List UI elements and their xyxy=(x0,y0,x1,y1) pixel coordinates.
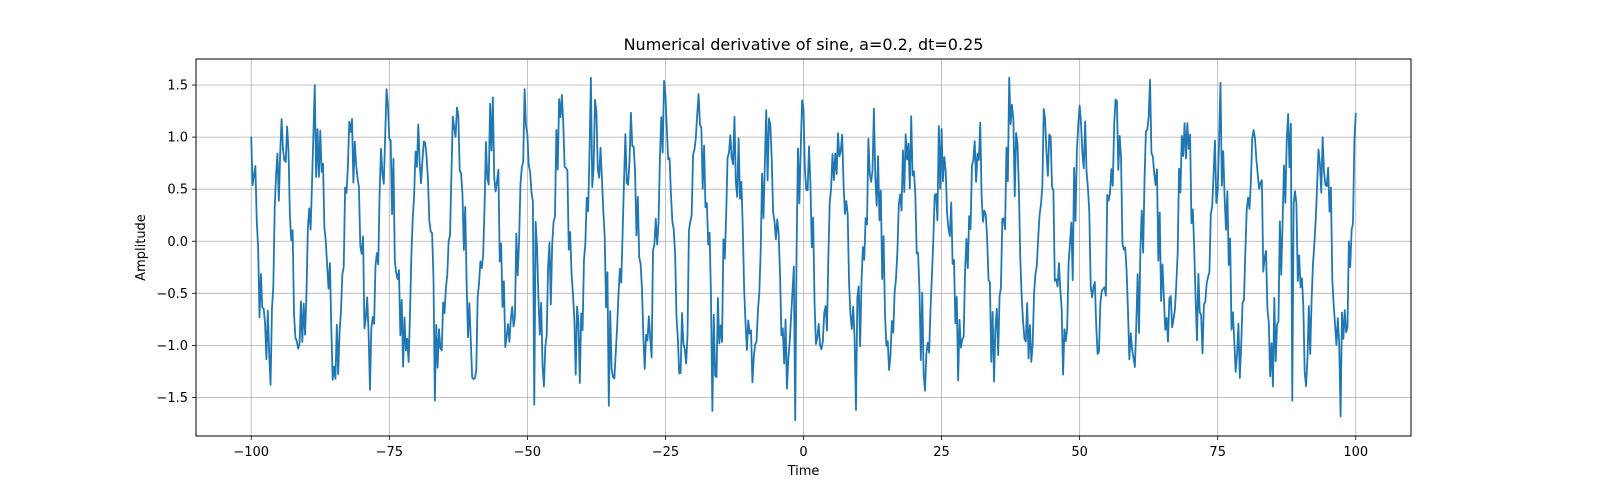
x-tick-label: 50 xyxy=(1071,445,1088,460)
chart-title: Numerical derivative of sine, a=0.2, dt=… xyxy=(624,35,984,54)
y-tick-label: 0.5 xyxy=(167,183,188,198)
x-tick-label: 0 xyxy=(799,445,807,460)
x-tick-label: 75 xyxy=(1209,445,1226,460)
axis-ticks: −100 −75 −50 −25 0 25 50 75 100 −1.5 −1.0 −0.5 0.0 0.… xyxy=(156,79,1368,460)
series-layer xyxy=(250,76,1357,422)
y-axis-label: Amplitude xyxy=(134,214,149,281)
y-tick-label: 0.0 xyxy=(167,235,188,250)
x-axis-label: Time xyxy=(787,464,820,479)
grid xyxy=(196,59,1411,436)
y-tick-label: −1.0 xyxy=(156,339,188,354)
x-tick-label: 25 xyxy=(933,445,950,460)
x-tick-label: −25 xyxy=(652,445,679,460)
x-tick-label: −100 xyxy=(233,445,269,460)
y-tick-label: 1.5 xyxy=(167,79,188,94)
y-tick-label: −0.5 xyxy=(156,287,188,302)
y-tick-label: −1.5 xyxy=(156,391,188,406)
x-tick-label: 100 xyxy=(1343,445,1368,460)
series-line-derivative xyxy=(250,76,1357,422)
x-tick-label: −75 xyxy=(376,445,403,460)
y-tick-label: 1.0 xyxy=(167,131,188,146)
x-tick-label: −50 xyxy=(514,445,541,460)
